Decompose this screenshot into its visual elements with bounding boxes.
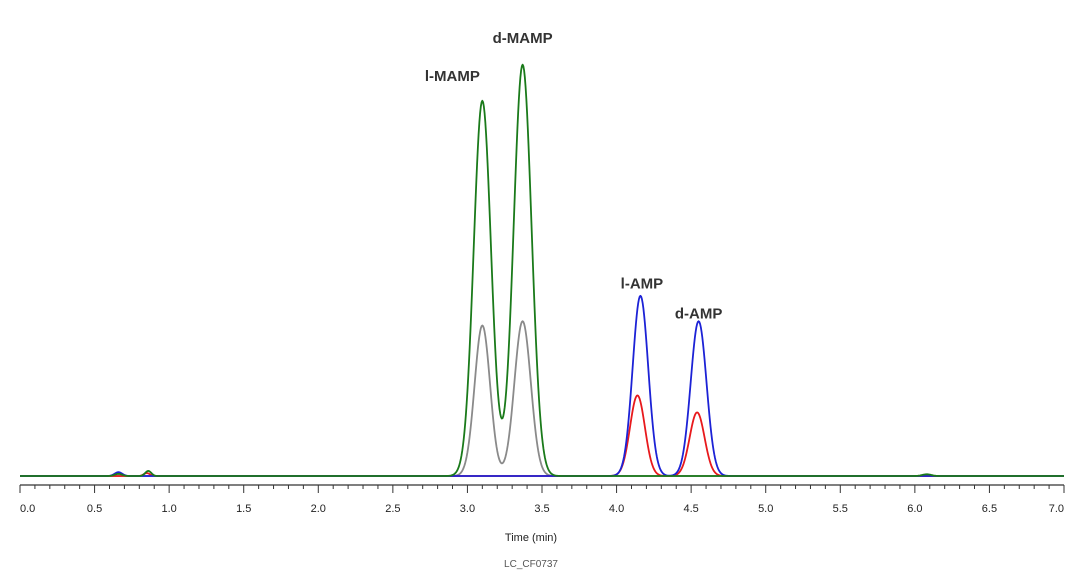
x-axis-tick-labels: 0.0 0.5 1.0 1.5 2.0 2.5 3.0 3.5 4.0 4.5 5.0 5.5 6.0 6… (20, 503, 1064, 515)
x-tick-label: 1.5 (236, 503, 251, 515)
figure-caption: LC_CF0737 (504, 559, 558, 570)
x-tick-label: 6.5 (982, 503, 997, 515)
peak-label: l-AMP (621, 276, 664, 293)
x-tick-label: 7.0 (1049, 503, 1064, 515)
x-tick-label: 0.5 (87, 503, 102, 515)
x-tick-label: 0.0 (20, 503, 35, 515)
x-axis-title: Time (min) (505, 532, 557, 544)
x-tick-label: 5.0 (758, 503, 773, 515)
x-axis-ticks (19, 485, 1065, 493)
series-lines (19, 63, 1065, 477)
peak-label: d-MAMP (493, 30, 553, 47)
x-tick-label: 1.0 (161, 503, 176, 515)
series-line-green (19, 63, 1065, 477)
x-tick-label: 4.5 (683, 503, 698, 515)
x-tick-label: 6.0 (907, 503, 922, 515)
x-tick-label: 3.0 (460, 503, 475, 515)
peak-label: d-AMP (675, 305, 723, 322)
peak-label: l-MAMP (425, 68, 480, 85)
x-tick-label: 5.5 (833, 503, 848, 515)
series-line-gray (19, 320, 1065, 477)
x-tick-label: 2.5 (385, 503, 400, 515)
x-tick-label: 2.0 (311, 503, 326, 515)
x-tick-label: 3.5 (534, 503, 549, 515)
series-line-blue (19, 294, 1065, 477)
x-tick-label: 4.0 (609, 503, 624, 515)
peak-labels: l-MAMP d-MAMP l-AMP d-AMP (425, 30, 723, 323)
